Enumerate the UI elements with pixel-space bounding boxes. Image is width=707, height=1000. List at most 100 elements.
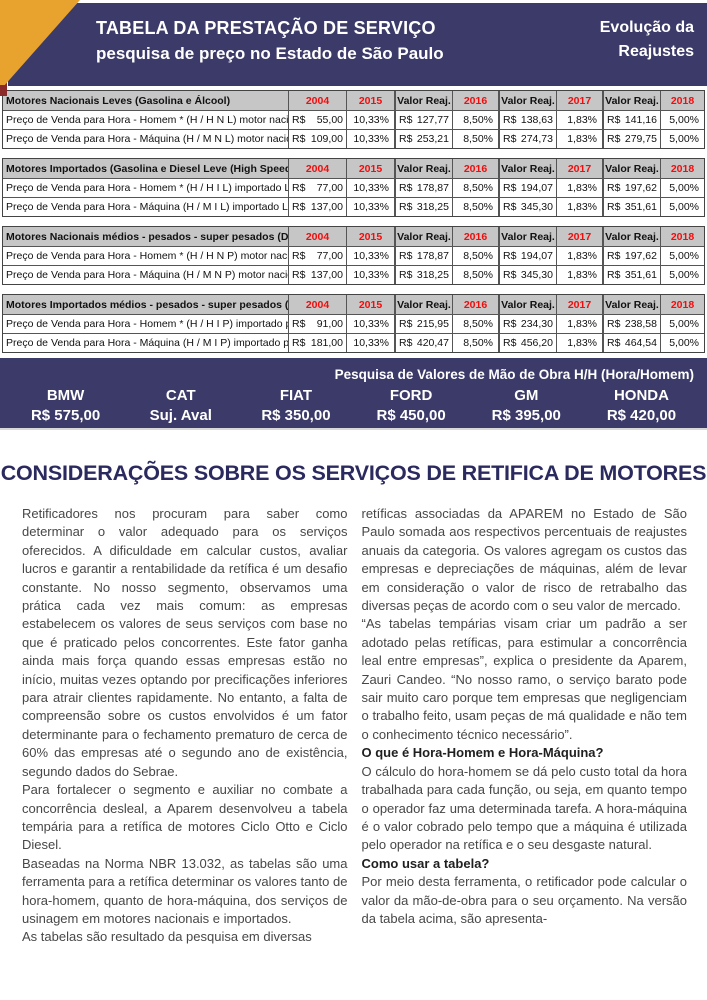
amount: 274,73: [520, 133, 553, 145]
percent-cell: 1,83%: [556, 179, 602, 197]
price-cell: R$ 197,62: [602, 247, 660, 265]
brand-item: FIAT R$ 350,00: [238, 387, 353, 424]
table-row: Preço de Venda para Hora - Homem * (H / …: [3, 110, 704, 129]
table-row: Preço de Venda para Hora - Homem * (H / …: [3, 246, 704, 265]
brand-name: GM: [514, 387, 539, 404]
percent-cell: 5,00%: [660, 179, 704, 197]
price-cell: R$ 351,61: [602, 198, 660, 216]
currency-symbol: R$: [607, 182, 621, 194]
brand-value: Suj. Aval: [149, 407, 212, 424]
currency-symbol: R$: [399, 182, 413, 194]
currency-symbol: R$: [503, 269, 517, 281]
price-cell: R$ 197,62: [602, 179, 660, 197]
column-header: 2016: [452, 227, 498, 246]
currency-symbol: R$: [607, 133, 621, 145]
amount: 351,61: [624, 269, 657, 281]
price-cell: R$ 456,20: [498, 334, 556, 352]
brand-name: FIAT: [279, 387, 313, 404]
article-paragraph: O cálculo do hora-homem se dá pelo custo…: [361, 763, 688, 853]
column-header: Valor Reaj.: [602, 91, 660, 110]
rate-tables: Motores Nacionais Leves (Gasolina e Álco…: [2, 90, 705, 362]
currency-symbol: R$: [292, 269, 306, 281]
brand-value: R$ 350,00: [261, 407, 331, 424]
article-heading: CONSIDERAÇÕES SOBRE OS SERVIÇOS DE RETIF…: [0, 461, 707, 485]
percent-cell: 10,33%: [346, 179, 394, 197]
brand-item: CAT Suj. Aval: [123, 387, 238, 424]
row-label: Preço de Venda para Hora - Homem * (H / …: [6, 182, 288, 194]
column-header: 2004: [288, 295, 346, 314]
table-row: Preço de Venda para Hora - Homem * (H / …: [3, 178, 704, 197]
currency-symbol: R$: [607, 250, 621, 262]
column-header: 2017: [556, 295, 602, 314]
currency-symbol: R$: [607, 201, 621, 213]
amount: 138,63: [520, 114, 553, 126]
row-label: Preço de Venda para Hora - Máquina (H / …: [6, 337, 288, 349]
amount: 137,00: [310, 269, 343, 281]
currency-symbol: R$: [399, 133, 413, 145]
amount: 197,62: [624, 250, 657, 262]
price-cell: R$ 279,75: [602, 130, 660, 148]
article-paragraph: Para fortalecer o segmento e auxiliar no…: [22, 782, 348, 853]
brand-value: R$ 395,00: [491, 407, 561, 424]
currency-symbol: R$: [292, 318, 306, 330]
table-row: Preço de Venda para Hora - Máquina (H / …: [3, 265, 704, 284]
currency-symbol: R$: [399, 269, 413, 281]
banner-title-block: TABELA DA PRESTAÇÃO DE SERVIÇO pesquisa …: [96, 18, 444, 64]
percent-cell: 5,00%: [660, 266, 704, 284]
column-header: 2015: [346, 159, 394, 178]
column-header: 2018: [660, 91, 704, 110]
banner-title-line2: pesquisa de preço no Estado de São Paulo: [96, 44, 444, 63]
rate-table: Motores Nacionais Leves (Gasolina e Álco…: [2, 90, 705, 149]
banner-right-line1: Evolução da: [599, 19, 694, 36]
column-header: 2017: [556, 227, 602, 246]
price-cell: R$ 420,47: [394, 334, 452, 352]
column-header: 2004: [288, 91, 346, 110]
column-header: 2017: [556, 91, 602, 110]
column-header: 2015: [346, 295, 394, 314]
percent-cell: 8,50%: [452, 111, 498, 129]
currency-symbol: R$: [292, 337, 306, 349]
column-header: 2004: [288, 227, 346, 246]
column-header: Valor Reaj.: [498, 295, 556, 314]
table-row: Preço de Venda para Hora - Máquina (H / …: [3, 197, 704, 216]
table-row: Preço de Venda para Hora - Máquina (H / …: [3, 129, 704, 148]
rate-table: Motores Importados médios - pesados - su…: [2, 294, 705, 353]
labor-cost-bar: Pesquisa de Valores de Mão de Obra H/H (…: [0, 358, 707, 430]
amount: 351,61: [624, 201, 657, 213]
currency-symbol: R$: [292, 114, 306, 126]
article-paragraph: retíficas associadas da APAREM no Estado…: [361, 506, 688, 614]
percent-cell: 10,33%: [346, 130, 394, 148]
amount: 178,87: [416, 182, 449, 194]
percent-cell: 1,83%: [556, 266, 602, 284]
column-header: 2016: [452, 159, 498, 178]
column-header: Valor Reaj.: [498, 159, 556, 178]
table-header-row: Motores Nacionais Leves (Gasolina e Álco…: [3, 91, 704, 110]
currency-symbol: R$: [503, 114, 517, 126]
price-cell: R$ 137,00: [288, 266, 346, 284]
percent-cell: 1,83%: [556, 315, 602, 333]
banner-right-line2: Reajustes: [618, 43, 694, 60]
percent-cell: 8,50%: [452, 198, 498, 216]
amount: 194,07: [520, 182, 553, 194]
amount: 318,25: [416, 269, 449, 281]
article-column-right: retíficas associadas da APAREM no Estado…: [362, 505, 688, 947]
percent-cell: 8,50%: [452, 130, 498, 148]
price-cell: R$ 318,25: [394, 266, 452, 284]
column-header: Valor Reaj.: [394, 295, 452, 314]
price-cell: R$ 138,63: [498, 111, 556, 129]
amount: 127,77: [416, 114, 449, 126]
currency-symbol: R$: [503, 133, 517, 145]
percent-cell: 8,50%: [452, 247, 498, 265]
percent-cell: 1,83%: [556, 111, 602, 129]
brand-price-list: BMW R$ 575,00 CAT Suj. Aval FIAT R$ 350,00 FOR…: [0, 387, 707, 424]
article-subhead: O que é Hora-Homem e Hora-Máquina?: [361, 745, 604, 761]
currency-symbol: R$: [399, 250, 413, 262]
currency-symbol: R$: [503, 182, 517, 194]
percent-cell: 8,50%: [452, 315, 498, 333]
currency-symbol: R$: [607, 318, 621, 330]
article-paragraph: Baseadas na Norma NBR 13.032, as tabelas…: [22, 855, 348, 926]
currency-symbol: R$: [399, 201, 413, 213]
price-cell: R$ 55,00: [288, 111, 346, 129]
column-header: 2015: [346, 91, 394, 110]
amount: 181,00: [310, 337, 343, 349]
